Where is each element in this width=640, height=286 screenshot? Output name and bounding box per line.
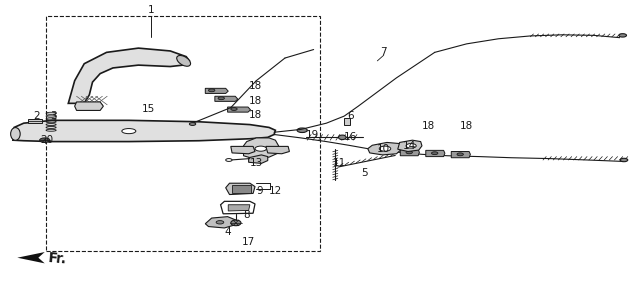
Polygon shape — [226, 183, 255, 194]
Text: 18: 18 — [248, 81, 262, 91]
Bar — [28, 119, 42, 123]
Polygon shape — [68, 48, 189, 103]
Polygon shape — [231, 146, 255, 154]
Polygon shape — [451, 152, 470, 158]
Polygon shape — [205, 217, 236, 228]
Ellipse shape — [218, 97, 225, 100]
Polygon shape — [368, 142, 401, 155]
Ellipse shape — [619, 34, 627, 37]
Polygon shape — [75, 102, 103, 110]
Text: 8: 8 — [243, 210, 250, 220]
Polygon shape — [400, 150, 419, 156]
Ellipse shape — [297, 128, 307, 132]
Text: 11: 11 — [333, 158, 346, 168]
Polygon shape — [13, 120, 275, 142]
Ellipse shape — [122, 128, 136, 134]
Text: 5: 5 — [362, 168, 368, 178]
Text: 7: 7 — [380, 47, 387, 57]
Text: 14: 14 — [403, 141, 416, 151]
Polygon shape — [215, 96, 238, 101]
Ellipse shape — [620, 158, 628, 162]
Ellipse shape — [380, 146, 391, 151]
Ellipse shape — [406, 151, 412, 154]
Ellipse shape — [226, 158, 232, 161]
Text: 3: 3 — [51, 111, 57, 121]
Ellipse shape — [406, 144, 416, 148]
Text: 19: 19 — [306, 130, 319, 140]
Text: 6: 6 — [348, 111, 354, 121]
Text: 12: 12 — [269, 186, 282, 196]
Bar — [46, 15, 320, 251]
Polygon shape — [228, 107, 250, 112]
Ellipse shape — [216, 221, 224, 224]
Polygon shape — [266, 146, 289, 154]
Text: 20: 20 — [41, 135, 54, 145]
Polygon shape — [17, 252, 45, 263]
Polygon shape — [228, 205, 250, 211]
Text: 4: 4 — [224, 227, 231, 237]
Ellipse shape — [231, 108, 237, 110]
Text: 13: 13 — [250, 158, 263, 168]
Text: 1: 1 — [148, 5, 154, 15]
Ellipse shape — [40, 138, 50, 142]
Text: 18: 18 — [248, 110, 262, 120]
Text: 17: 17 — [242, 237, 255, 247]
Text: Fr.: Fr. — [47, 251, 67, 267]
Ellipse shape — [339, 135, 346, 140]
Polygon shape — [244, 138, 278, 158]
Text: 18: 18 — [248, 96, 262, 106]
Ellipse shape — [231, 220, 241, 226]
Ellipse shape — [177, 55, 191, 66]
Text: 15: 15 — [141, 104, 155, 114]
Text: 2: 2 — [33, 111, 40, 121]
Text: 9: 9 — [257, 186, 264, 196]
Ellipse shape — [209, 89, 215, 92]
Ellipse shape — [457, 153, 463, 156]
Polygon shape — [205, 88, 228, 94]
Text: 18: 18 — [422, 121, 435, 131]
Text: 10: 10 — [377, 144, 390, 154]
Ellipse shape — [255, 146, 266, 151]
Text: 16: 16 — [344, 132, 357, 142]
Ellipse shape — [431, 152, 438, 155]
Bar — [344, 118, 350, 125]
Polygon shape — [248, 155, 268, 163]
Polygon shape — [426, 150, 445, 157]
Polygon shape — [397, 140, 422, 152]
Ellipse shape — [11, 128, 20, 140]
Ellipse shape — [189, 123, 196, 126]
Bar — [232, 185, 251, 193]
Text: 18: 18 — [460, 121, 473, 131]
